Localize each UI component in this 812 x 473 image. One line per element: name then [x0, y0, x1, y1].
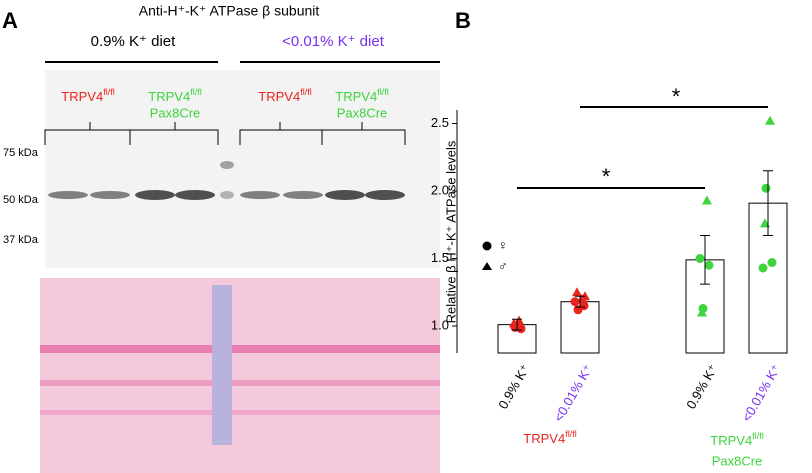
data-point — [695, 254, 705, 263]
y-tick-label: 2.5 — [431, 115, 449, 130]
ponceau-bands — [40, 285, 440, 445]
data-point — [579, 301, 589, 311]
data-point — [570, 297, 580, 307]
lane-label: Pax8Cre — [150, 105, 201, 120]
y-axis-title: Relative β H⁺-K⁺ ATPase levels — [443, 140, 458, 323]
marker-label: 50 kDa — [3, 194, 39, 206]
error-bar — [575, 295, 585, 308]
legend-label: ♂ — [498, 258, 508, 273]
ponceau-stain — [40, 278, 440, 473]
data-point — [767, 258, 777, 268]
y-tick-label: 1.0 — [431, 317, 449, 332]
group-label: TRPV4fl/fl — [710, 431, 763, 448]
significance-star: * — [672, 84, 681, 109]
y-tick-label: 2.0 — [431, 182, 449, 197]
x-tick-label: 0.9% K⁺ — [495, 362, 532, 412]
marker-label: 37 kDa — [3, 234, 39, 246]
data-point — [572, 287, 582, 297]
x-tick-label: 0.9% K⁺ — [683, 362, 720, 412]
data-point — [765, 115, 775, 125]
group-label: TRPV4fl/fl — [523, 429, 576, 446]
significance-star: * — [602, 164, 611, 189]
y-tick-label: 1.5 — [431, 250, 449, 265]
error-bar — [512, 318, 522, 331]
x-tick-label: <0.01% K⁺ — [551, 362, 596, 425]
marker-label: 75 kDa — [3, 147, 39, 159]
blot-title: Anti-H⁺-K⁺ ATPase β subunit — [139, 3, 320, 19]
diet-label: <0.01% K⁺ diet — [282, 33, 385, 50]
data-point — [761, 183, 771, 193]
panel-letter: B — [455, 8, 471, 33]
data-point — [516, 324, 526, 334]
error-bar — [763, 170, 773, 237]
data-point — [697, 307, 707, 317]
blot-bands — [48, 161, 405, 200]
legend-label: ♀ — [498, 237, 508, 252]
lane-brackets — [44, 122, 406, 145]
panel-letter: A — [2, 8, 18, 33]
group-label: Pax8Cre — [712, 453, 763, 468]
x-tick-label: <0.01% K⁺ — [739, 362, 784, 425]
error-bar — [700, 235, 710, 285]
legend-symbol — [482, 262, 492, 270]
diet-label: 0.9% K⁺ diet — [91, 33, 176, 50]
data-point — [704, 260, 714, 270]
lane-label: TRPV4fl/fl — [148, 87, 201, 104]
data-point — [758, 263, 768, 273]
data-point — [702, 195, 712, 205]
blot — [45, 70, 440, 268]
lane-label: Pax8Cre — [337, 105, 388, 120]
lane-label: TRPV4fl/fl — [335, 87, 388, 104]
lane-label: TRPV4fl/fl — [61, 87, 114, 104]
legend-symbol — [482, 241, 492, 251]
lane-label: TRPV4fl/fl — [258, 87, 311, 104]
